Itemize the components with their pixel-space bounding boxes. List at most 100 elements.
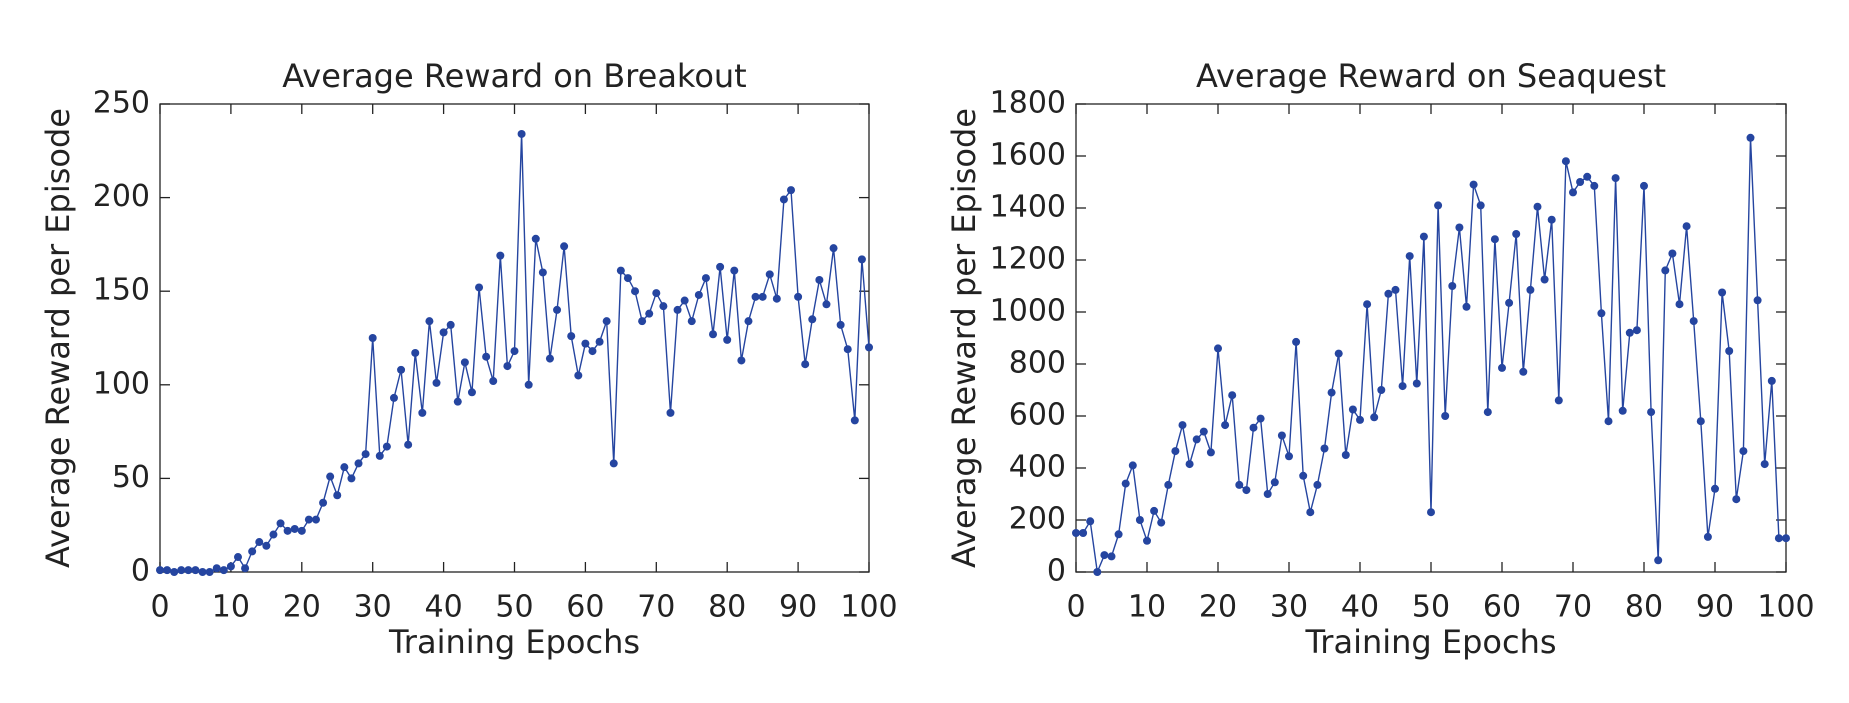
data-point <box>1235 480 1244 489</box>
data-point <box>1689 317 1698 326</box>
data-point <box>1370 413 1379 422</box>
data-point <box>1412 379 1421 388</box>
data-point <box>666 408 675 417</box>
x-tick-label: 60 <box>1483 590 1521 625</box>
data-point <box>602 317 611 326</box>
data-point <box>290 524 299 533</box>
data-point <box>1661 266 1670 275</box>
data-point <box>1498 363 1506 372</box>
data-point <box>1604 417 1613 426</box>
data-point <box>326 472 335 481</box>
data-point <box>716 262 725 271</box>
data-point <box>808 315 817 324</box>
y-axis-label: Average Reward per Episode <box>39 108 77 568</box>
data-point <box>1675 300 1684 309</box>
data-point <box>1242 486 1251 495</box>
data-point <box>1348 405 1357 414</box>
y-tick-label: 1800 <box>990 86 1066 121</box>
data-point <box>659 302 668 311</box>
data-point <box>1427 508 1435 517</box>
x-tick-label: 80 <box>1625 590 1663 625</box>
data-point <box>375 451 384 460</box>
data-point <box>1640 181 1648 190</box>
x-tick-label: 0 <box>1066 590 1085 625</box>
data-point <box>694 290 703 299</box>
data-point <box>1128 461 1137 470</box>
data-point <box>404 440 413 449</box>
data-point <box>1725 347 1734 355</box>
data-point <box>446 320 455 329</box>
y-tick-label: 1200 <box>990 242 1066 277</box>
data-point <box>191 566 200 575</box>
x-tick-label: 0 <box>150 590 169 625</box>
data-point <box>425 317 434 326</box>
data-point <box>1377 386 1386 394</box>
data-point <box>1561 157 1570 166</box>
data-point <box>1164 480 1173 489</box>
data-point <box>163 566 172 575</box>
data-point <box>1668 249 1677 258</box>
x-axis-label: Training Epochs <box>388 623 640 661</box>
data-point <box>1114 530 1123 539</box>
data-point <box>744 317 753 326</box>
data-point <box>333 491 342 500</box>
data-point <box>1718 288 1727 297</box>
data-point <box>248 547 257 556</box>
x-tick-label: 60 <box>566 590 604 625</box>
x-axis-label: Training Epochs <box>1304 623 1556 661</box>
data-point <box>1711 484 1719 493</box>
data-point <box>340 463 349 472</box>
data-point <box>311 515 320 524</box>
data-point <box>1228 391 1237 400</box>
y-tick-label: 250 <box>93 86 150 121</box>
data-point <box>1576 178 1585 186</box>
y-tick-label: 50 <box>112 460 150 495</box>
data-point <box>319 498 328 507</box>
data-point <box>1299 471 1308 480</box>
data-point <box>779 195 788 204</box>
data-point <box>1171 447 1180 456</box>
y-axis-label: Average Reward per Episode <box>945 108 983 568</box>
data-point <box>517 129 526 138</box>
data-point <box>1540 275 1549 284</box>
data-point <box>1654 556 1663 565</box>
data-point <box>397 365 406 374</box>
data-point <box>304 515 313 524</box>
x-tick-label: 100 <box>840 590 897 625</box>
data-point <box>758 292 767 301</box>
data-point <box>1093 568 1102 576</box>
data-point <box>737 356 746 365</box>
data-point <box>843 345 852 354</box>
data-point <box>1199 427 1208 436</box>
data-point <box>439 328 448 337</box>
data-point <box>1526 285 1535 294</box>
chart-title: Average Reward on Breakout <box>282 57 746 95</box>
data-point <box>538 268 547 277</box>
x-tick-label: 20 <box>283 590 321 625</box>
data-point <box>772 294 781 303</box>
data-point <box>219 566 228 575</box>
data-point <box>1462 302 1471 311</box>
data-point <box>553 305 562 314</box>
data-point <box>1150 506 1159 515</box>
data-point <box>262 541 271 550</box>
data-point <box>1121 479 1130 488</box>
y-tick-label: 400 <box>1009 450 1066 485</box>
data-point <box>822 300 831 309</box>
data-point <box>1732 495 1741 504</box>
x-tick-label: 10 <box>212 590 250 625</box>
data-point <box>1647 408 1656 417</box>
data-point <box>765 270 774 279</box>
data-point <box>1249 423 1258 432</box>
data-point <box>1285 452 1293 461</box>
data-point <box>1143 536 1151 545</box>
data-point <box>1334 349 1343 358</box>
data-point <box>1263 490 1272 498</box>
data-point <box>794 292 803 301</box>
data-point <box>1448 282 1457 290</box>
data-point <box>347 474 356 483</box>
x-tick-label: 30 <box>1270 590 1308 625</box>
data-point <box>1618 406 1627 415</box>
data-point <box>1767 376 1776 385</box>
